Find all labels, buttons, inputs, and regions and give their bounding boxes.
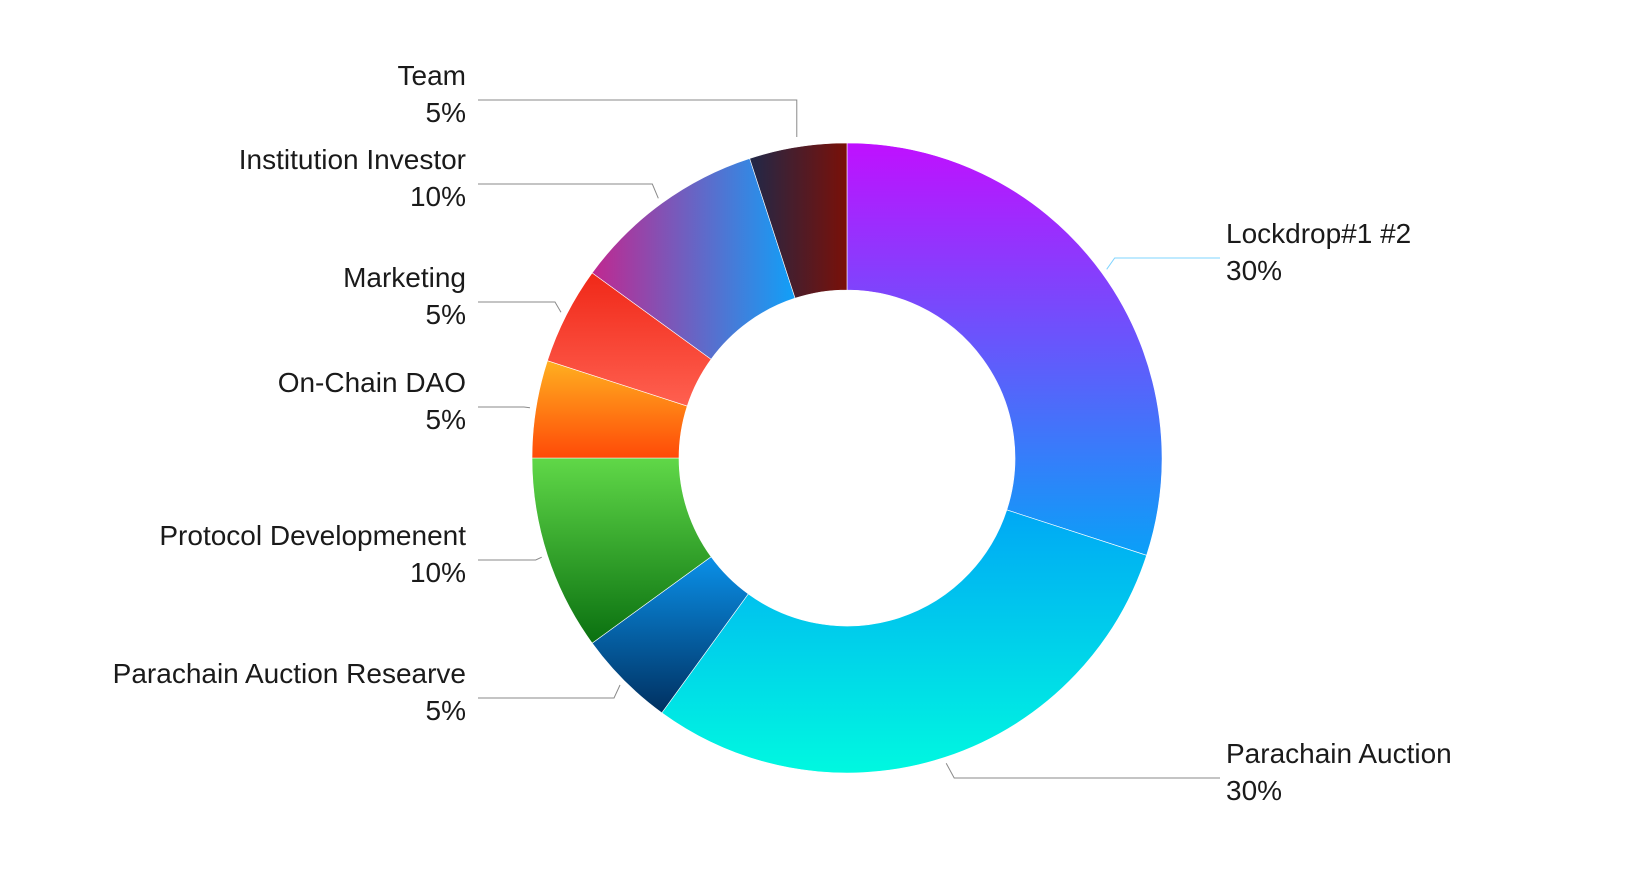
slice-label-parachain-auction-researve: Parachain Auction Researve — [113, 658, 466, 689]
labels-layer: Lockdrop#1 #2 30% Parachain Auction 30% Para… — [113, 60, 1452, 806]
leader-line-marketing — [478, 301, 562, 313]
slice-lockdrop-1-2 — [846, 142, 1163, 556]
leader-line-on-chain-dao — [478, 406, 531, 409]
leader-lines-layer — [478, 99, 1220, 779]
slice-value-marketing: 5% — [426, 299, 466, 330]
slice-label-protocol-developmenent: Protocol Developmenent — [159, 520, 466, 551]
slice-value-on-chain-dao: 5% — [426, 404, 466, 435]
leader-line-protocol-developmenent — [478, 556, 542, 561]
slice-value-lockdrop-1-2: 30% — [1226, 255, 1282, 286]
slice-label-on-chain-dao: On-Chain DAO — [278, 367, 466, 398]
slice-label-parachain-auction: Parachain Auction — [1226, 738, 1452, 769]
slice-value-institution-investor: 10% — [410, 181, 466, 212]
slice-label-marketing: Marketing — [343, 262, 466, 293]
slice-parachain-auction — [661, 509, 1147, 774]
leader-line-institution-investor — [478, 183, 659, 199]
leader-line-lockdrop-1-2 — [1106, 257, 1220, 270]
slice-value-team: 5% — [426, 97, 466, 128]
leader-line-parachain-auction — [945, 763, 1220, 779]
slice-label-lockdrop-1-2: Lockdrop#1 #2 — [1226, 218, 1411, 249]
slices-layer — [531, 142, 1163, 774]
slice-value-parachain-auction: 30% — [1226, 775, 1282, 806]
slice-label-institution-investor: Institution Investor — [239, 144, 466, 175]
slice-team — [749, 142, 848, 299]
slice-value-protocol-developmenent: 10% — [410, 557, 466, 588]
slice-label-team: Team — [398, 60, 466, 91]
slice-value-parachain-auction-researve: 5% — [426, 695, 466, 726]
leader-line-team — [478, 99, 798, 137]
leader-line-parachain-auction-researve — [478, 684, 621, 699]
